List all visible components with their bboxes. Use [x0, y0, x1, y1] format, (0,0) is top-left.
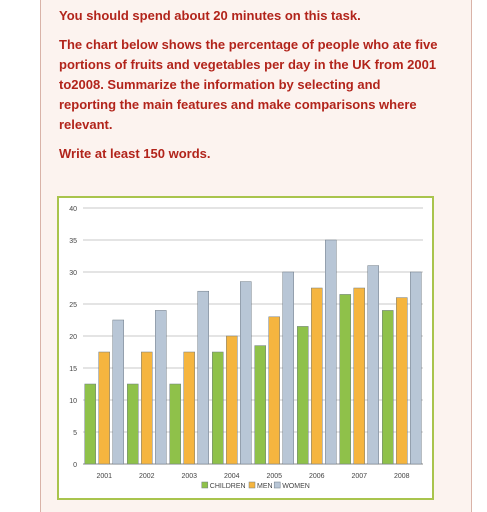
- y-tick-label: 35: [69, 238, 77, 245]
- y-tick-label: 10: [69, 398, 77, 405]
- word-count-instruction: Write at least 150 words.: [59, 146, 211, 161]
- y-tick-label: 25: [69, 302, 77, 309]
- bar-women-2001: [112, 319, 124, 465]
- bar-women-2003: [197, 290, 209, 465]
- x-tick-label: 2008: [394, 473, 410, 480]
- bar-women-2008: [410, 271, 422, 465]
- bar-children-2007: [339, 294, 351, 465]
- bar-children-2002: [127, 383, 139, 465]
- y-tick-label: 20: [69, 334, 77, 341]
- bar-women-2005: [282, 271, 294, 465]
- bar-children-2005: [254, 345, 266, 465]
- legend-swatch-children: [201, 481, 209, 489]
- y-tick-label: 0: [73, 462, 77, 469]
- bar-women-2004: [240, 281, 252, 465]
- bar-children-2003: [169, 383, 181, 465]
- x-tick-label: 2005: [266, 473, 282, 480]
- y-tick-label: 40: [69, 206, 77, 213]
- legend-label-women: WOMEN: [282, 483, 310, 490]
- bar-chart: 0 5 10 15 20 25 30 35 40 2001 2002 2003 2004 2005 2006…: [69, 206, 423, 490]
- bar-children-2004: [212, 351, 224, 465]
- bar-children-2008: [382, 310, 394, 465]
- bar-women-2007: [367, 265, 379, 465]
- x-tick-label: 2007: [351, 473, 367, 480]
- task-description: The chart below shows the percentage of …: [59, 37, 438, 132]
- bar-women-2002: [155, 310, 167, 465]
- bar-women-2006: [325, 239, 337, 465]
- x-tick-label: 2004: [224, 473, 240, 480]
- legend-swatch-women: [273, 481, 281, 489]
- x-tick-label: 2001: [96, 473, 112, 480]
- bar-men-2002: [141, 351, 153, 465]
- bar-men-2005: [268, 316, 280, 465]
- legend-swatch-men: [248, 481, 256, 489]
- bar-children-2001: [84, 383, 96, 465]
- x-tick-label: 2006: [309, 473, 325, 480]
- bar-men-2007: [353, 287, 365, 465]
- bar-men-2003: [183, 351, 195, 465]
- y-tick-label: 30: [69, 270, 77, 277]
- task-prompt: You should spend about 20 minutes on thi…: [59, 6, 439, 173]
- bar-men-2006: [311, 287, 323, 465]
- x-tick-label: 2002: [139, 473, 155, 480]
- bar-men-2004: [226, 335, 238, 465]
- bar-men-2008: [396, 297, 408, 465]
- y-tick-label: 5: [73, 430, 77, 437]
- bar-men-2001: [98, 351, 110, 465]
- time-instruction: You should spend about 20 minutes on thi…: [59, 8, 361, 23]
- legend-label-children: CHILDREN: [210, 483, 246, 490]
- y-tick-label: 15: [69, 366, 77, 373]
- bar-children-2006: [297, 326, 309, 465]
- legend-label-men: MEN: [257, 483, 273, 490]
- x-tick-label: 2003: [181, 473, 197, 480]
- chart-frame: 0 5 10 15 20 25 30 35 40 2001 2002 2003 2004 2005 2006…: [57, 196, 434, 500]
